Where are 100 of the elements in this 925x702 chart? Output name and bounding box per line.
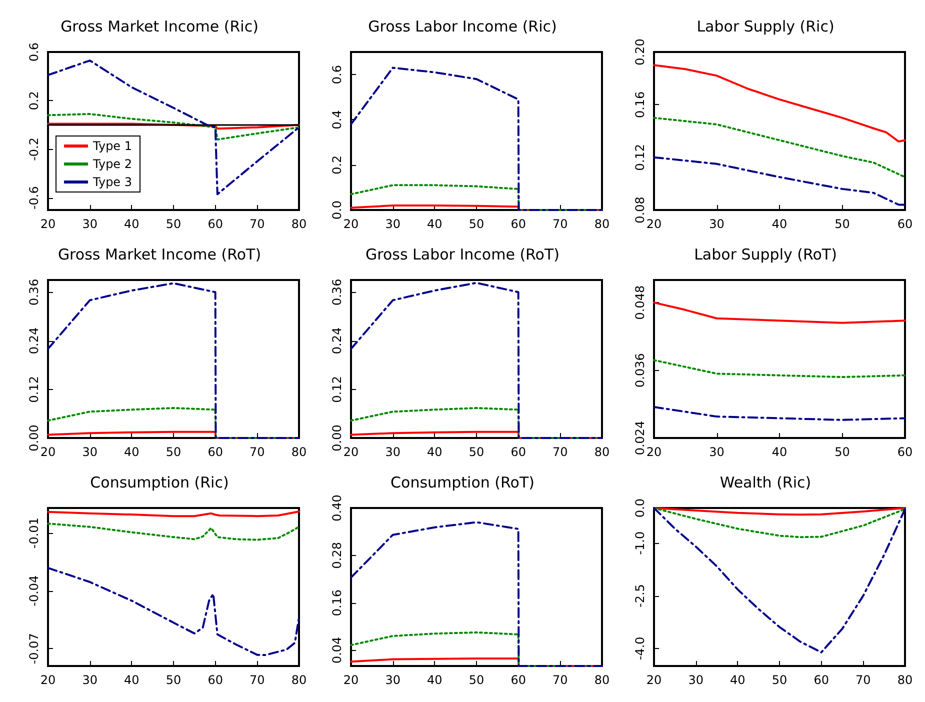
- x-tick-label: 40: [427, 445, 442, 459]
- x-tick-label: 40: [124, 673, 140, 687]
- line-series: [653, 406, 906, 421]
- line-series: [350, 282, 603, 439]
- y-tick-label: -0.01: [27, 518, 41, 549]
- y-tick-label: 0.24: [27, 327, 41, 354]
- y-tick-label: 0.00: [330, 424, 344, 452]
- chart-title: Gross Market Income (RoT): [58, 246, 262, 264]
- x-tick-label: 20: [40, 217, 56, 231]
- x-tick-label: 20: [646, 445, 662, 459]
- y-tick-label: -4.0: [633, 636, 647, 660]
- line-series: [653, 507, 906, 516]
- y-tick-label: 0.048: [633, 285, 647, 320]
- x-tick-label: 20: [40, 445, 56, 459]
- x-tick-label: 60: [510, 217, 526, 231]
- x-tick-label: 80: [291, 217, 307, 231]
- y-tick-label: 0.12: [330, 376, 344, 403]
- line-series: [47, 566, 300, 656]
- line-series: [653, 507, 906, 538]
- y-tick-label: 0.0: [633, 498, 647, 518]
- y-tick-label: 0.00: [27, 424, 41, 452]
- legend-label: Type 2: [92, 157, 132, 171]
- y-tick-label: 0.40: [330, 494, 344, 522]
- y-tick-label: -0.04: [27, 575, 41, 606]
- y-tick-label: 0.16: [633, 91, 647, 118]
- x-tick-label: 40: [730, 673, 746, 687]
- x-tick-label: 80: [291, 445, 307, 459]
- x-tick-label: 80: [594, 673, 610, 687]
- x-tick-label: 60: [510, 445, 526, 459]
- line-series: [47, 112, 300, 141]
- y-tick-label: -0.6: [27, 186, 41, 210]
- x-tick-label: 30: [385, 445, 400, 459]
- y-tick-label: -0.07: [27, 633, 41, 664]
- y-tick-label: 0.36: [27, 278, 41, 306]
- x-tick-label: 80: [291, 673, 307, 687]
- x-tick-label: 70: [250, 445, 265, 459]
- x-tick-label: 30: [82, 673, 98, 687]
- x-tick-label: 80: [897, 673, 913, 687]
- chart-title: Consumption (RoT): [390, 474, 534, 492]
- x-tick-label: 60: [208, 445, 223, 459]
- x-tick-label: 30: [688, 673, 704, 687]
- x-tick-label: 70: [250, 217, 265, 231]
- chart-title: Labor Supply (RoT): [694, 246, 837, 264]
- x-tick-label: 20: [343, 673, 359, 687]
- y-tick-label: 0.24: [330, 327, 344, 354]
- x-tick-label: 30: [709, 445, 724, 459]
- line-series: [653, 507, 906, 654]
- x-tick-label: 70: [552, 445, 568, 459]
- x-tick-label: 50: [834, 445, 850, 459]
- y-tick-label: 0.28: [330, 542, 344, 569]
- y-tick-label: 0.12: [27, 376, 41, 403]
- x-tick-label: 50: [166, 217, 182, 231]
- x-tick-label: 50: [468, 217, 484, 231]
- x-tick-label: 50: [468, 445, 484, 459]
- x-tick-label: 40: [772, 217, 788, 231]
- x-tick-label: 60: [897, 217, 913, 231]
- y-tick-label: 0.36: [330, 278, 344, 306]
- x-tick-label: 40: [124, 217, 140, 231]
- x-tick-label: 20: [343, 445, 359, 459]
- x-tick-label: 30: [82, 217, 98, 231]
- x-tick-label: 30: [82, 445, 98, 459]
- x-tick-label: 70: [552, 673, 568, 687]
- line-series: [47, 282, 300, 439]
- x-tick-label: 60: [814, 673, 829, 687]
- y-tick-label: 0.4: [330, 110, 344, 130]
- line-series: [47, 60, 300, 196]
- y-tick-label: 0.08: [633, 196, 647, 224]
- x-tick-label: 60: [208, 217, 223, 231]
- y-tick-label: 0.12: [633, 144, 647, 171]
- y-tick-label: -1.0: [633, 531, 647, 555]
- chart-title: Labor Supply (Ric): [696, 18, 834, 36]
- y-tick-label: 0.04: [330, 636, 344, 664]
- y-tick-label: -2.5: [633, 584, 647, 608]
- x-tick-label: 20: [646, 217, 662, 231]
- y-tick-label: 0.036: [633, 353, 647, 388]
- y-tick-label: 0.0: [330, 200, 344, 220]
- x-tick-label: 50: [468, 673, 484, 687]
- x-tick-label: 40: [427, 217, 442, 231]
- y-tick-label: 0.2: [330, 155, 344, 174]
- x-tick-label: 80: [594, 445, 610, 459]
- line-series: [350, 66, 603, 211]
- x-tick-label: 70: [250, 673, 265, 687]
- x-tick-label: 60: [897, 445, 913, 459]
- x-tick-label: 30: [385, 673, 400, 687]
- x-tick-label: 40: [427, 673, 442, 687]
- x-tick-label: 40: [124, 445, 140, 459]
- line-series: [653, 116, 906, 178]
- x-tick-label: 40: [772, 445, 788, 459]
- chart-title: Gross Market Income (Ric): [60, 18, 258, 36]
- x-tick-label: 60: [208, 673, 223, 687]
- x-tick-label: 50: [166, 445, 182, 459]
- legend-label: Type 1: [92, 139, 132, 153]
- y-tick-label: 0.6: [330, 65, 344, 84]
- chart-title: Wealth (Ric): [720, 474, 812, 492]
- x-tick-label: 80: [594, 217, 610, 231]
- x-tick-label: 20: [343, 217, 359, 231]
- x-tick-label: 50: [166, 673, 182, 687]
- x-tick-label: 20: [646, 673, 662, 687]
- line-series: [350, 521, 603, 667]
- line-series: [653, 302, 906, 324]
